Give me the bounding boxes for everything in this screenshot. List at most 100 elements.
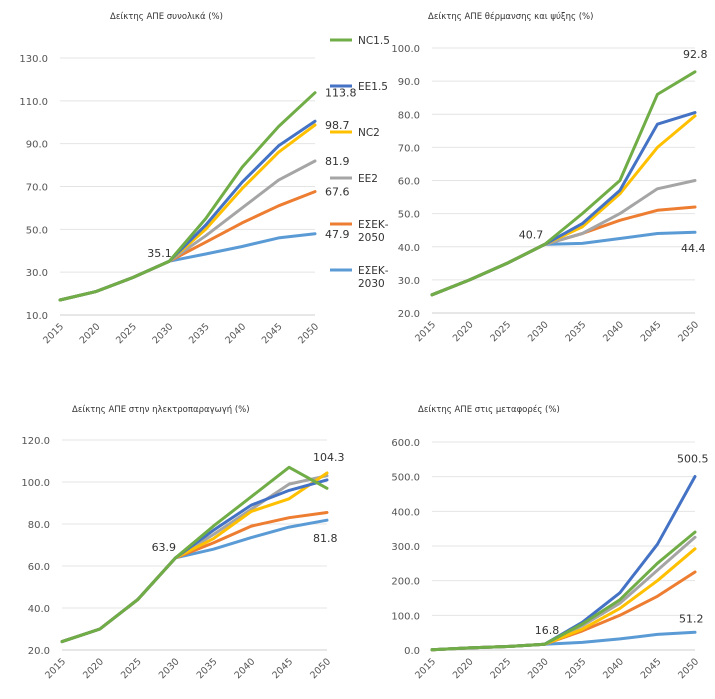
x-tick-label: 2035 — [187, 321, 212, 346]
series-line-EE1.5 — [60, 478, 329, 644]
x-tick-label: 2035 — [195, 656, 220, 681]
chart-electricity: Δείκτης ΑΠΕ στην ηλεκτροπαραγωγή (%) 20.0… — [21, 405, 344, 681]
legend-entry: ΕΣΕΚ-2050 — [358, 219, 389, 244]
chart-title: Δείκτης ΑΠΕ στις μεταφορές (%) — [418, 404, 560, 415]
legend-entry: EE1.5 — [358, 81, 388, 93]
chart-title: Δείκτης ΑΠΕ συνολικά (%) — [110, 12, 223, 22]
legend-entry-line: 2050 — [358, 232, 385, 244]
x-tick-label: 2020 — [78, 321, 103, 346]
series-line-EE2 — [58, 159, 317, 302]
chart-heating: Δείκτης ΑΠΕ θέρμανσης και ψύξης (%) 20.0 3… — [391, 11, 707, 344]
x-tick-label: 2030 — [526, 656, 551, 681]
x-tick-label: 2025 — [488, 319, 513, 344]
x-tick-label: 2045 — [260, 321, 285, 346]
x-tick-label: 2015 — [41, 321, 66, 346]
legend-entry-line: ΕΣΕΚ- — [358, 219, 389, 231]
y-tick-label: 200.0 — [391, 577, 420, 588]
series-line-NC1.5 — [58, 91, 317, 302]
x-tick-label: 2035 — [564, 319, 589, 344]
x-tick-label: 2050 — [676, 319, 701, 344]
series-line-NC1.5 — [430, 530, 697, 652]
x-tick-label: 2030 — [526, 319, 551, 344]
y-tick-label: 80.0 — [28, 520, 50, 531]
y-tick-label: 100.0 — [391, 611, 420, 622]
x-tick-label: 2045 — [639, 656, 664, 681]
y-tick-label: 70.0 — [398, 143, 420, 154]
x-tick-label: 2040 — [223, 321, 248, 346]
x-tick-label: 2050 — [308, 656, 333, 681]
data-label: 98.7 — [325, 119, 350, 132]
x-tick-label: 2040 — [601, 319, 626, 344]
series-line-ΕΣΕΚ-2050 — [430, 205, 697, 297]
data-label: 63.9 — [152, 541, 177, 554]
chart-transport: Δείκτης ΑΠΕ στις μεταφορές (%) 0.0 100.0 20… — [391, 404, 708, 681]
legend-entry-line: ΕΣΕΚ- — [358, 265, 389, 277]
data-label: 67.6 — [325, 186, 350, 199]
y-tick-label: 80.0 — [398, 110, 420, 121]
y-tick-label: 0.0 — [404, 646, 420, 657]
y-tick-label: 50.0 — [398, 210, 420, 221]
y-tick-label: 70.0 — [26, 183, 48, 194]
x-tick-label: 2025 — [488, 656, 513, 681]
x-tick-label: 2050 — [676, 656, 701, 681]
chart-title: Δείκτης ΑΠΕ στην ηλεκτροπαραγωγή (%) — [72, 405, 250, 415]
data-label: 81.9 — [325, 155, 350, 168]
chart-title: Δείκτης ΑΠΕ θέρμανσης και ψύξης (%) — [428, 11, 593, 22]
y-tick-label: 90.0 — [398, 77, 420, 88]
y-tick-label: 20.0 — [28, 646, 50, 657]
y-tick-label: 50.0 — [26, 225, 48, 236]
series-line-ΕΣΕΚ-2050 — [60, 511, 329, 644]
data-label: 500.5 — [677, 452, 709, 465]
chart-total: Δείκτης ΑΠΕ συνολικά (%) 10.0 30.0 50.0 70.0… — [19, 12, 356, 346]
data-label: 113.8 — [325, 87, 357, 100]
legend-entry: NC1.5 — [358, 35, 390, 47]
series-line-NC2 — [430, 114, 697, 297]
legend-entry-line: EE2 — [358, 173, 378, 185]
x-tick-label: 2025 — [119, 656, 144, 681]
x-tick-label: 2030 — [157, 656, 182, 681]
x-tick-label: 2015 — [413, 319, 438, 344]
series-line-EE1.5 — [430, 111, 697, 297]
series-line-NC1.5 — [430, 70, 697, 297]
y-tick-label: 130.0 — [19, 54, 48, 65]
legend-entry: EE2 — [358, 173, 378, 185]
x-tick-label: 2050 — [296, 321, 321, 346]
x-tick-label: 2030 — [151, 321, 176, 346]
series-line-ΕΣΕΚ-2030 — [430, 230, 697, 297]
y-tick-label: 110.0 — [19, 97, 48, 108]
x-tick-label: 2020 — [451, 656, 476, 681]
series-line-EE1.5 — [58, 119, 317, 302]
y-tick-label: 100.0 — [21, 478, 50, 489]
series-line-NC2 — [58, 123, 317, 302]
data-label: 81.8 — [313, 532, 338, 545]
y-tick-label: 90.0 — [26, 140, 48, 151]
y-tick-label: 100.0 — [391, 44, 420, 55]
x-tick-label: 2025 — [114, 321, 139, 346]
x-tick-label: 2040 — [233, 656, 258, 681]
y-tick-label: 600.0 — [391, 438, 420, 449]
x-tick-label: 2045 — [639, 319, 664, 344]
y-tick-label: 60.0 — [398, 177, 420, 188]
data-label: 47.9 — [325, 228, 350, 241]
y-tick-label: 120.0 — [21, 436, 50, 447]
legend-entry: NC2 — [358, 127, 380, 139]
legend-entry-line: 2030 — [358, 278, 385, 290]
y-tick-label: 40.0 — [28, 604, 50, 615]
y-tick-label: 30.0 — [26, 268, 48, 279]
data-label: 35.1 — [147, 247, 172, 260]
series-line-NC1.5 — [60, 465, 329, 644]
data-label: 92.8 — [683, 48, 708, 61]
x-tick-label: 2015 — [413, 656, 438, 681]
legend-entry: ΕΣΕΚ-2030 — [358, 265, 389, 290]
x-tick-label: 2020 — [451, 319, 476, 344]
data-label: 104.3 — [313, 451, 345, 464]
data-label: 16.8 — [535, 624, 560, 637]
y-tick-label: 20.0 — [398, 309, 420, 320]
data-label: 40.7 — [519, 228, 544, 241]
x-tick-label: 2015 — [43, 656, 68, 681]
y-tick-label: 500.0 — [391, 473, 420, 484]
y-tick-label: 10.0 — [26, 311, 48, 322]
